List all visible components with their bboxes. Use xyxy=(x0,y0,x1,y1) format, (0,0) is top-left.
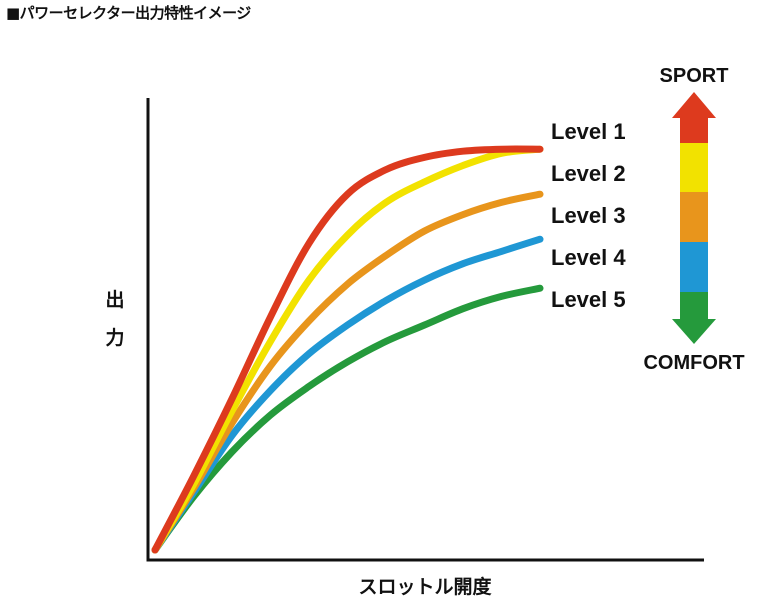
series-line-level-5 xyxy=(151,284,544,554)
scale-arrow-down-icon xyxy=(672,319,716,344)
scale-arrow-up-icon xyxy=(672,92,716,118)
scale-top-label: SPORT xyxy=(660,65,729,87)
y-axis-label: 出力 xyxy=(105,288,124,349)
scale-block-level-1 xyxy=(680,117,708,143)
scale-block-level-5 xyxy=(680,292,708,320)
legend-label-level-1: Level 1 xyxy=(551,119,626,144)
page-title: ■パワーセレクター出力特性イメージ xyxy=(6,4,251,22)
series-line-level-1 xyxy=(151,145,544,554)
x-axis-label: スロットル開度 xyxy=(358,575,492,598)
y-axis-label-char: 出 xyxy=(105,288,124,311)
legend-label-level-5: Level 5 xyxy=(551,287,626,312)
series-line-level-3 xyxy=(151,190,544,554)
legend: Level 1 Level 2 Level 3 Level 4 Level 5 xyxy=(551,119,626,312)
legend-label-level-3: Level 3 xyxy=(551,203,626,228)
scale-block-level-4 xyxy=(680,242,708,292)
series-layer xyxy=(151,145,544,554)
y-axis-label-char: 力 xyxy=(105,326,124,349)
sport-comfort-scale: SPORT COMFORT xyxy=(643,65,744,374)
series-line-level-2 xyxy=(151,145,544,554)
series-line-level-4 xyxy=(151,235,544,554)
legend-label-level-4: Level 4 xyxy=(551,245,626,270)
axes-layer xyxy=(146,98,704,562)
scale-block-level-2 xyxy=(680,143,708,192)
scale-block-level-3 xyxy=(680,192,708,242)
scale-bottom-label: COMFORT xyxy=(643,352,744,374)
legend-label-level-2: Level 2 xyxy=(551,161,626,186)
